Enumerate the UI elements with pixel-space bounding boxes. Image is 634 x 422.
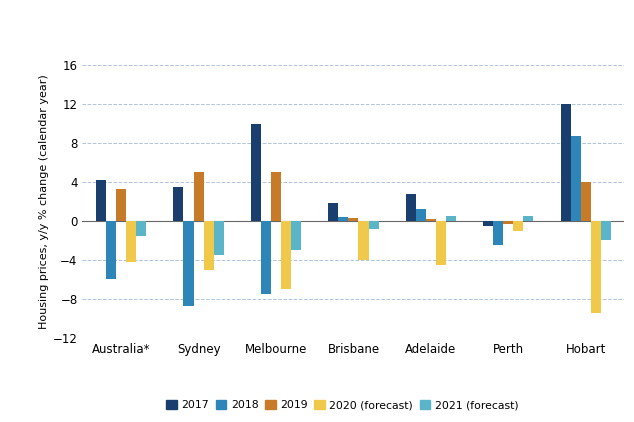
Bar (116, 189, 126, 221)
Bar (493, 221, 503, 245)
Bar (106, 221, 116, 279)
Bar (271, 172, 281, 221)
Bar (483, 221, 493, 226)
Bar (261, 221, 271, 294)
Bar (426, 219, 436, 221)
Bar (193, 172, 204, 221)
Bar (126, 221, 136, 262)
Bar (214, 221, 224, 255)
Bar (503, 221, 514, 224)
Bar (571, 136, 581, 221)
Bar (136, 221, 146, 235)
Bar (591, 221, 601, 313)
Bar (328, 203, 339, 221)
Bar (601, 221, 611, 241)
Bar (524, 216, 533, 221)
Bar (204, 221, 214, 270)
Bar (174, 187, 183, 221)
Bar (406, 194, 416, 221)
Bar (291, 221, 301, 250)
Bar (581, 182, 591, 221)
Legend: 2017, 2018, 2019, 2020 (forecast), 2021 (forecast): 2017, 2018, 2019, 2020 (forecast), 2021 … (162, 395, 523, 414)
Bar (183, 221, 193, 306)
Bar (349, 218, 358, 221)
Text: Housing price forecasts, by capital city: Housing price forecasts, by capital city (140, 17, 494, 32)
Bar (251, 124, 261, 221)
Bar (416, 209, 426, 221)
Bar (446, 216, 456, 221)
Bar (436, 221, 446, 265)
Y-axis label: Housing prices, y/y % change (calendar year): Housing prices, y/y % change (calendar y… (39, 74, 49, 329)
Bar (514, 221, 524, 231)
Bar (560, 104, 571, 221)
Bar (368, 221, 378, 229)
Bar (358, 221, 368, 260)
Bar (96, 180, 106, 221)
Bar (339, 217, 349, 221)
Bar (281, 221, 291, 289)
